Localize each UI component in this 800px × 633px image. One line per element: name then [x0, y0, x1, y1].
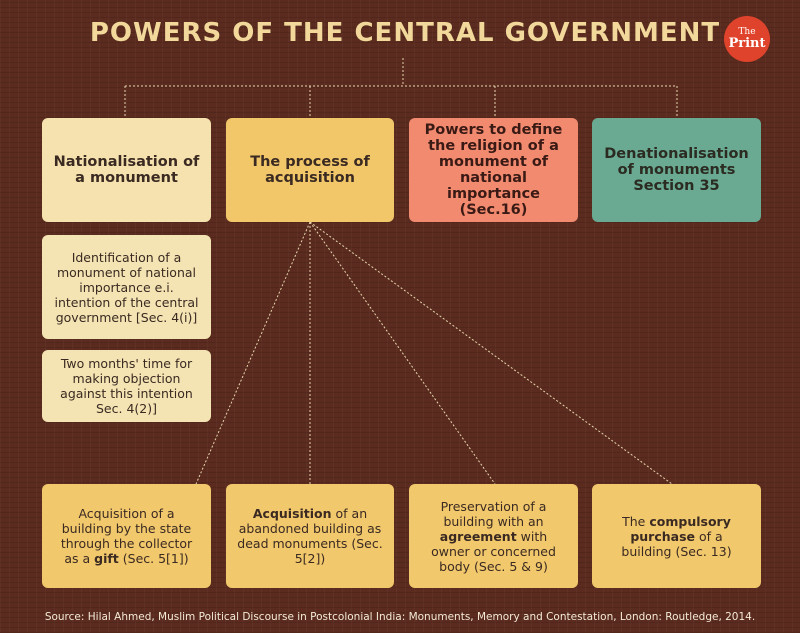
abandoned-building-bold: Acquisition	[252, 506, 332, 521]
agreement-post: with owner or concerned body (Sec. 5 & 9…	[431, 528, 556, 574]
abandoned-building-box: Acquisition of an abandoned building as …	[226, 484, 394, 588]
identification-step-box: Identification of a monument of national…	[42, 235, 211, 339]
logo-line-2: Print	[728, 36, 766, 51]
denationalisation-box: Denationalisation of monuments Section 3…	[592, 118, 761, 222]
acquisition-gift-text: Acquisition of a building by the state t…	[52, 506, 201, 566]
acquisition-process-box: The process of acquisition	[226, 118, 394, 222]
compulsory-purchase-box: The compulsory purchase of a building (S…	[592, 484, 761, 588]
compulsory-purchase-post: of a building (Sec. 13)	[621, 528, 732, 559]
source-citation: Source: Hilal Ahmed, Muslim Political Di…	[44, 611, 756, 623]
compulsory-purchase-text: The compulsory purchase of a building (S…	[614, 514, 739, 559]
agreement-text: Preservation of a building with an agree…	[419, 499, 568, 574]
acquisition-gift-bold: gift	[94, 551, 119, 566]
nationalisation-box: Nationalisation of a monument	[42, 118, 211, 222]
religion-powers-box: Powers to define the religion of a monum…	[409, 118, 578, 222]
religion-powers-label: Powers to define the religion of a monum…	[424, 122, 563, 218]
agreement-box: Preservation of a building with an agree…	[409, 484, 578, 588]
agreement-pre: Preservation of a building with an	[440, 498, 547, 529]
agreement-bold: agreement	[439, 528, 517, 544]
acquisition-link-3	[309, 221, 496, 485]
nationalisation-label: Nationalisation of a monument	[53, 154, 200, 186]
acquisition-link-4	[309, 221, 673, 485]
identification-step-text: Identification of a monument of national…	[54, 249, 199, 325]
abandoned-building-post: of an abandoned building as dead monumen…	[237, 506, 383, 566]
acquisition-gift-pre: Acquisition of a building by the state t…	[60, 506, 193, 566]
objection-step-text: Two months' time for making objection ag…	[60, 356, 193, 416]
page-title: POWERS OF THE CENTRAL GOVERNMENT	[89, 18, 721, 48]
abandoned-building-text: Acquisition of an abandoned building as …	[236, 506, 384, 566]
compulsory-purchase-bold: compulsory purchase	[630, 513, 731, 544]
objection-step-box: Two months' time for making objection ag…	[42, 350, 211, 422]
denationalisation-label: Denationalisation of monuments Section 3…	[604, 146, 749, 194]
compulsory-purchase-pre: The	[622, 513, 650, 529]
acquisition-gift-post: (Sec. 5[1])	[118, 551, 189, 566]
logo-line-1: The	[738, 27, 756, 37]
theprint-logo: The Print	[724, 16, 770, 62]
acquisition-gift-box: Acquisition of a building by the state t…	[42, 484, 211, 588]
acquisition-process-label: The process of acquisition	[250, 154, 370, 186]
acquisition-link-1	[195, 221, 311, 485]
